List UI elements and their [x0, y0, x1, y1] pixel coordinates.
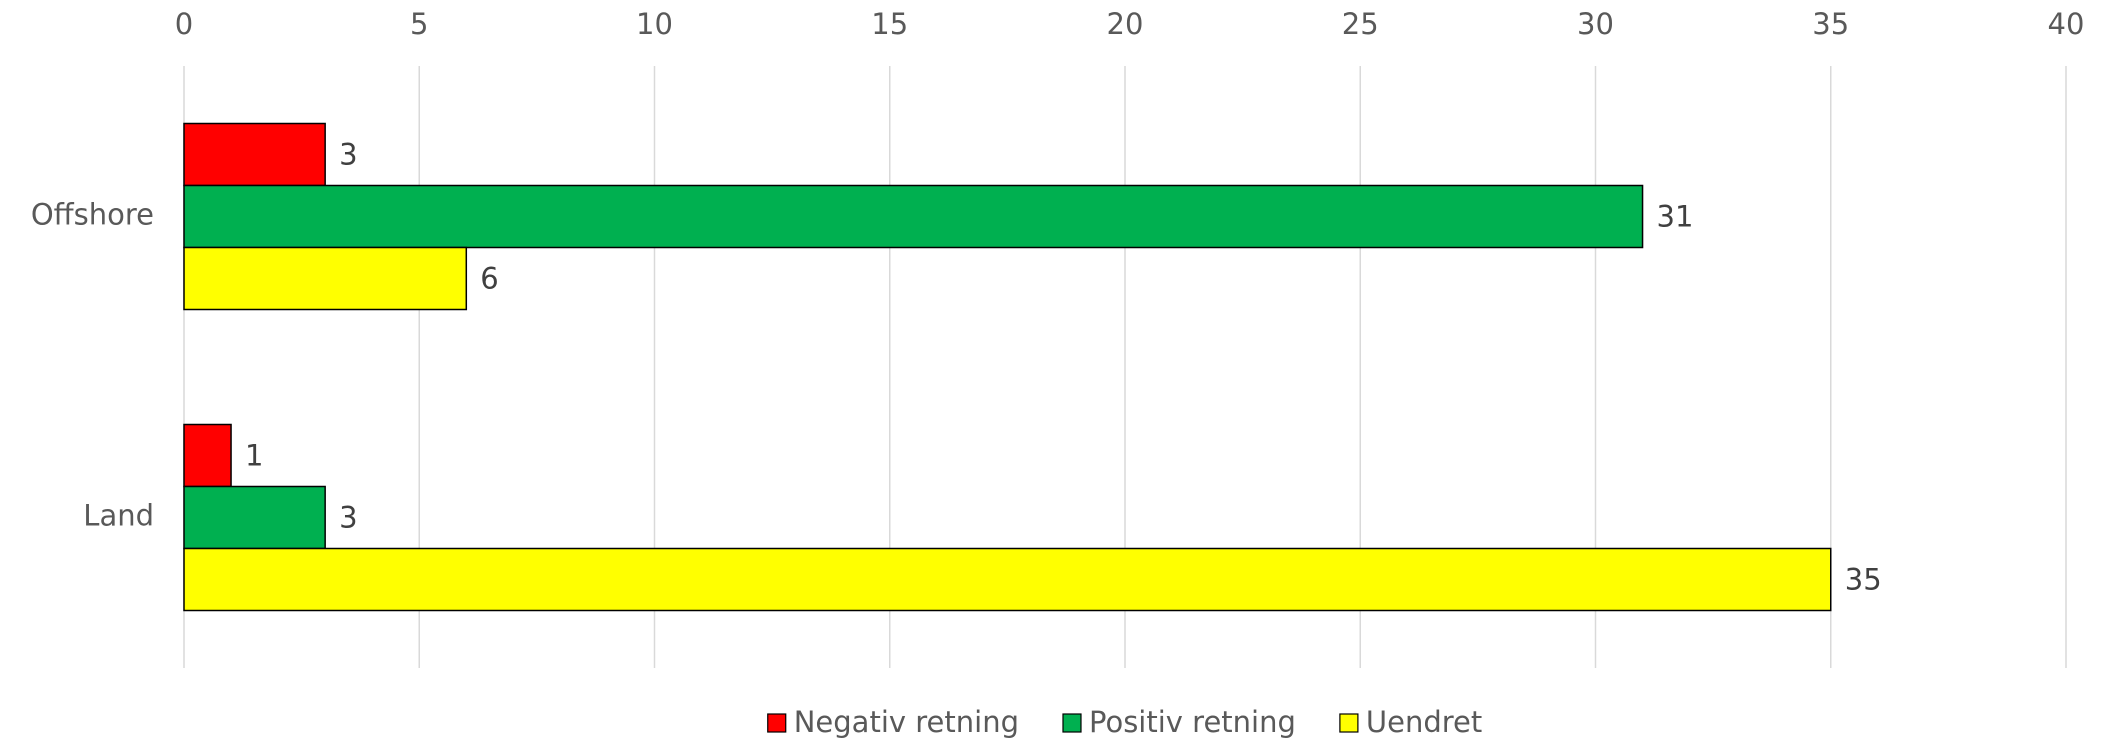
- legend-swatch: [1062, 713, 1082, 733]
- x-tick-label: 25: [1342, 7, 1379, 41]
- x-tick-label: 5: [410, 7, 428, 41]
- data-label: 1: [245, 439, 263, 473]
- data-label: 3: [339, 501, 357, 535]
- x-tick-label: 20: [1107, 7, 1144, 41]
- y-tick-label: Offshore: [31, 198, 154, 232]
- x-tick-label: 15: [871, 7, 908, 41]
- bar: [183, 485, 326, 550]
- bar: [183, 184, 1644, 249]
- legend: Negativ retning Positiv retning Uendret: [767, 705, 1482, 739]
- legend-label: Positiv retning: [1089, 705, 1296, 739]
- x-tick-label: 40: [2048, 7, 2085, 41]
- bar: [183, 547, 1832, 612]
- data-label: 3: [339, 138, 357, 172]
- bar: [183, 122, 326, 187]
- x-tick-label: 0: [175, 7, 193, 41]
- x-tick-label: 10: [636, 7, 673, 41]
- y-tick-label: Land: [83, 499, 154, 533]
- x-tick-label: 30: [1577, 7, 1614, 41]
- legend-label: Uendret: [1366, 705, 1482, 739]
- data-label: 6: [480, 262, 498, 296]
- x-tick-label: 35: [1812, 7, 1849, 41]
- bar: [183, 423, 232, 488]
- data-label: 35: [1845, 563, 1882, 597]
- legend-swatch: [1339, 713, 1359, 733]
- bar: [183, 246, 468, 311]
- data-label: 31: [1657, 200, 1694, 234]
- legend-swatch: [767, 713, 787, 733]
- legend-label: Negativ retning: [794, 705, 1019, 739]
